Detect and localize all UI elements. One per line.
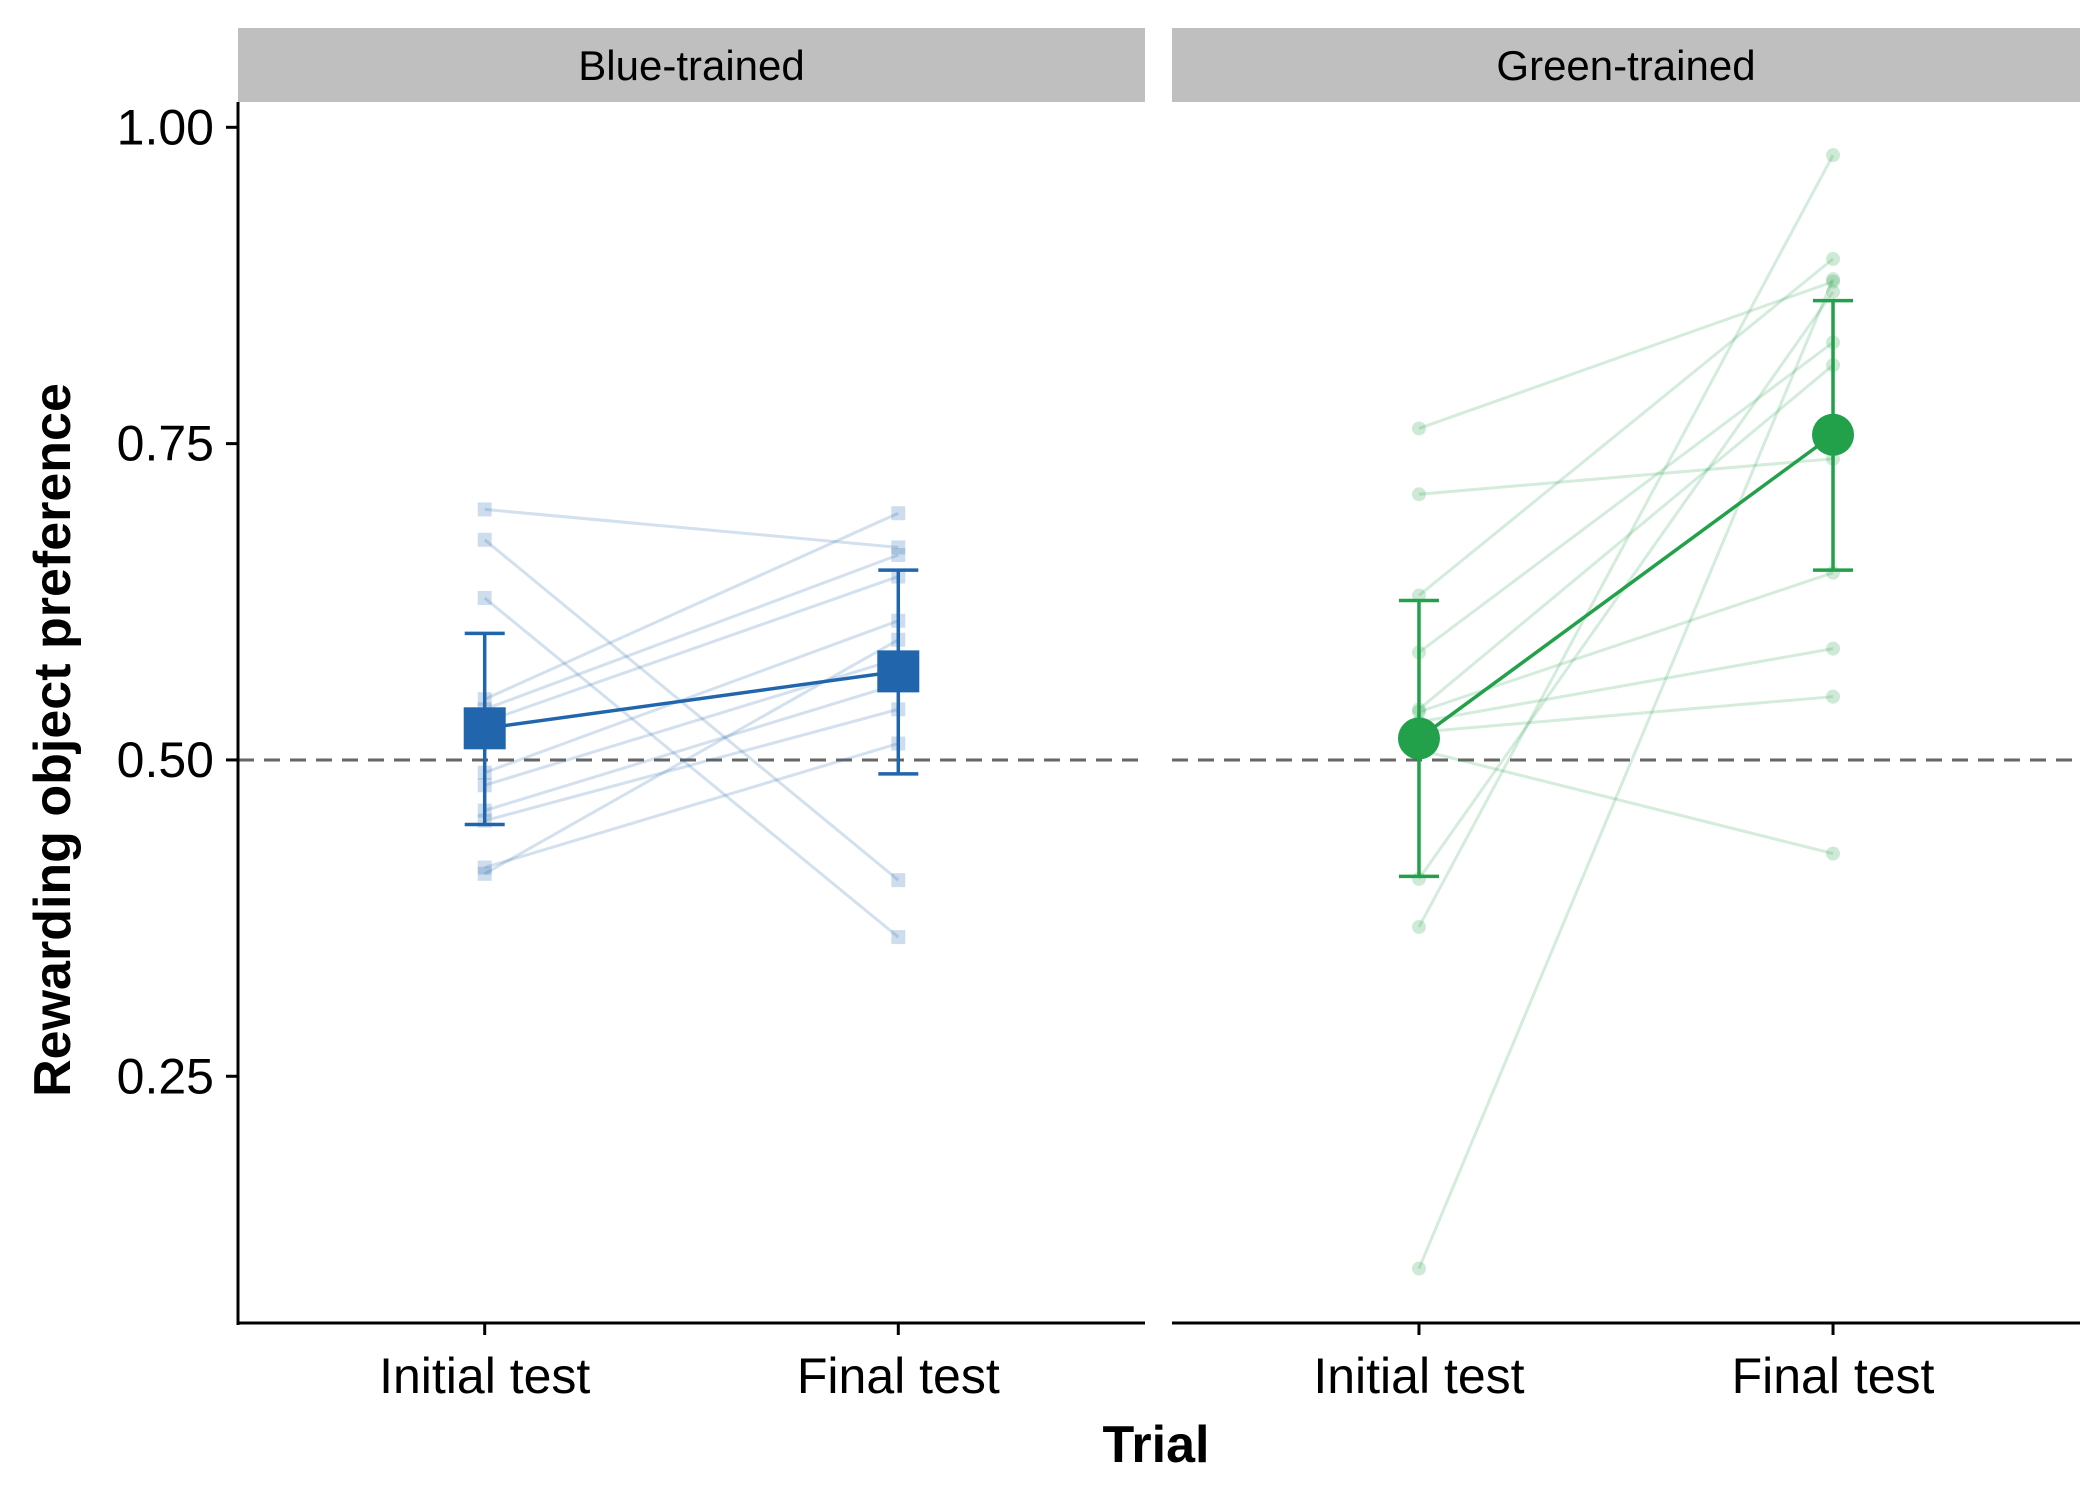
individual-point — [1411, 487, 1426, 502]
x-tick-label: Initial test — [379, 1348, 590, 1404]
individual-point — [477, 860, 492, 875]
individual-line — [1417, 278, 1835, 1270]
mean-line — [1417, 433, 1835, 740]
individual-line — [1418, 457, 1834, 496]
individual-line — [1418, 748, 1834, 856]
individual-point — [891, 930, 906, 945]
facet-strip-label: Blue-trained — [578, 42, 804, 89]
facet-panel: Blue-trained Initial test Final test — [238, 28, 1145, 1404]
individual-point — [891, 873, 906, 888]
individual-point — [891, 547, 906, 562]
individual-point — [1411, 421, 1426, 436]
individual-line — [1418, 647, 1834, 724]
y-tick-label: 0.50 — [117, 732, 214, 788]
mean-point — [877, 650, 920, 693]
individual-line — [1418, 695, 1834, 734]
facet-strip — [1172, 28, 2080, 102]
individual-point — [1411, 1261, 1426, 1276]
individual-line — [483, 638, 900, 876]
individual-point — [891, 506, 906, 521]
y-axis: 0.25 0.50 0.75 1.00 — [117, 99, 240, 1325]
individual-point — [1826, 284, 1841, 299]
individual-line — [1417, 154, 1835, 928]
individual-line — [484, 682, 899, 812]
facet-strip — [238, 28, 1145, 102]
x-tick-label: Final test — [797, 1348, 1000, 1404]
individual-line — [484, 742, 899, 869]
individual-point — [477, 590, 492, 605]
facet-strip-label: Green-trained — [1496, 42, 1755, 89]
individual-point — [477, 866, 492, 881]
individual-line — [1418, 280, 1834, 430]
individual-line — [483, 596, 900, 939]
individual-line — [1418, 364, 1834, 711]
individual-point — [477, 502, 492, 517]
mean-line — [484, 669, 899, 731]
individual-point — [1826, 272, 1841, 287]
x-tick-label: Initial test — [1313, 1348, 1524, 1404]
individual-line — [484, 553, 899, 711]
individual-line — [483, 538, 900, 882]
y-axis-title: Rewarding object preference — [24, 383, 82, 1097]
x-axis-title: Trial — [1103, 1416, 1210, 1474]
facet-panel: Green-trained Initial test Final test — [1172, 28, 2080, 1404]
individual-line — [484, 511, 899, 701]
individual-point — [1826, 689, 1841, 704]
individual-line — [1418, 257, 1834, 597]
individual-line — [1418, 341, 1834, 654]
individual-point — [891, 540, 906, 555]
x-tick-label: Final test — [1732, 1348, 1935, 1404]
individual-point — [1826, 148, 1841, 163]
mean-point — [1397, 717, 1440, 760]
individual-point — [1826, 274, 1841, 289]
individual-line — [484, 575, 899, 724]
individual-point — [477, 532, 492, 547]
mean-point — [1812, 413, 1855, 456]
y-tick-label: 0.75 — [117, 416, 214, 472]
individual-point — [1826, 846, 1841, 861]
y-tick-label: 1.00 — [117, 99, 214, 155]
individual-point — [1826, 641, 1841, 656]
individual-point — [1826, 251, 1841, 266]
mean-point — [463, 707, 506, 750]
individual-line — [484, 619, 899, 775]
y-tick-label: 0.25 — [117, 1048, 214, 1104]
individual-line — [484, 507, 899, 549]
individual-point — [1411, 919, 1426, 934]
individual-line — [484, 707, 899, 823]
